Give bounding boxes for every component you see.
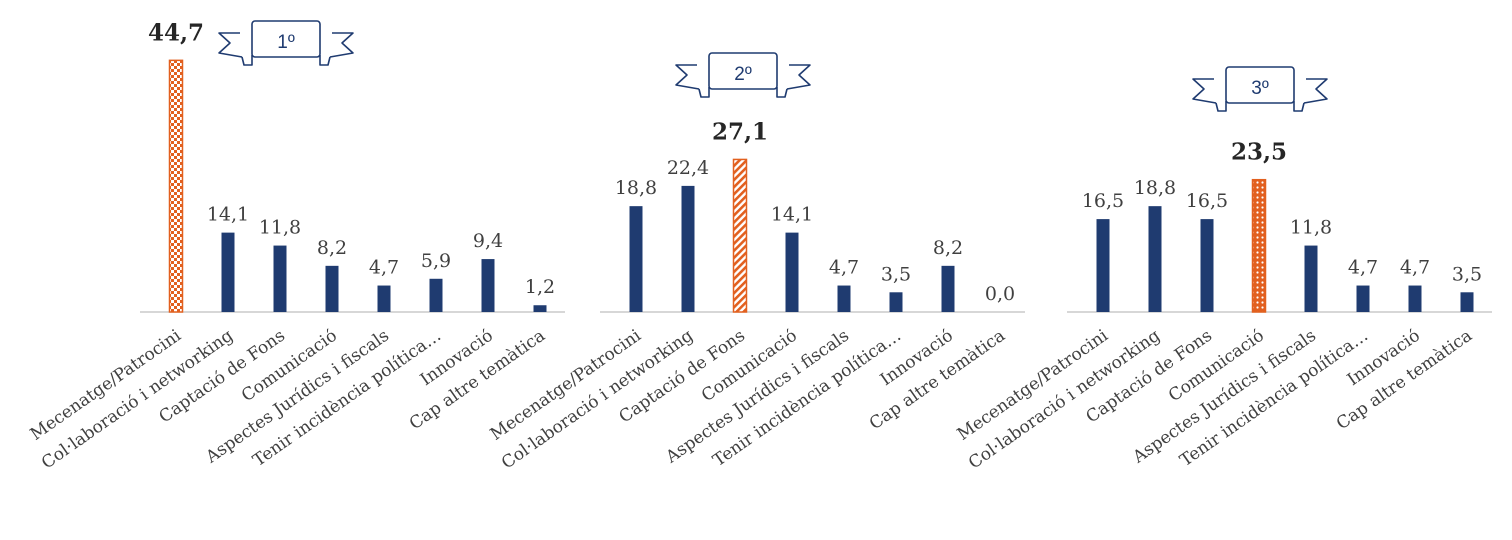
- chart-panel-2: 18,8Mecenatge/Patrocini22,4Col·laboració…: [487, 52, 1025, 473]
- bar: [481, 259, 495, 312]
- bar: [1460, 292, 1474, 312]
- data-label: 14,1: [207, 204, 249, 226]
- data-label: 8,2: [933, 237, 963, 259]
- data-label: 4,7: [829, 257, 859, 279]
- bar: [1408, 285, 1422, 312]
- data-label: 44,7: [148, 19, 204, 46]
- data-label: 18,8: [1134, 177, 1176, 199]
- data-label: 4,7: [369, 257, 399, 279]
- data-label: 3,5: [881, 263, 911, 285]
- data-label: 27,1: [712, 118, 768, 145]
- chart-panel-3: 16,5Mecenatge/Patrocini18,8Col·laboració…: [954, 66, 1492, 473]
- bar: [889, 292, 903, 312]
- data-label: 4,7: [1348, 257, 1378, 279]
- bar: [837, 285, 851, 312]
- bar: [1096, 219, 1110, 312]
- bar: [629, 206, 643, 312]
- data-label: 11,8: [1290, 217, 1332, 239]
- bar: [221, 232, 235, 312]
- bar: [785, 232, 799, 312]
- bar-highlight: [168, 59, 184, 313]
- data-label: 11,8: [259, 217, 301, 239]
- bar: [273, 245, 287, 312]
- data-label: 14,1: [771, 204, 813, 226]
- data-label: 23,5: [1231, 139, 1287, 166]
- rank-label: 3º: [1251, 78, 1269, 99]
- chart-panel-1: 44,7Mecenatge/Patrocini14,1Col·laboració…: [27, 19, 565, 473]
- bar: [1356, 285, 1370, 312]
- data-label: 16,5: [1186, 190, 1228, 212]
- rank-ribbon-badge: 3º: [1192, 66, 1328, 112]
- bar: [429, 278, 443, 312]
- rank-label: 2º: [734, 64, 752, 85]
- rank-ribbon-badge: 2º: [675, 52, 811, 98]
- data-label: 4,7: [1400, 257, 1430, 279]
- data-label: 8,2: [317, 237, 347, 259]
- data-label: 18,8: [615, 177, 657, 199]
- rank-ribbon-badge: 1º: [218, 20, 354, 66]
- bar: [681, 185, 695, 312]
- data-label: 0,0: [985, 283, 1015, 305]
- bar: [1148, 206, 1162, 312]
- bar: [1200, 219, 1214, 312]
- bar: [325, 265, 339, 312]
- data-label: 16,5: [1082, 190, 1124, 212]
- bar-highlight: [732, 158, 748, 313]
- bar: [377, 285, 391, 312]
- data-label: 3,5: [1452, 263, 1482, 285]
- bar: [1304, 245, 1318, 312]
- data-label: 9,4: [473, 230, 503, 252]
- rank-label: 1º: [277, 32, 295, 53]
- bar: [941, 265, 955, 312]
- data-label: 22,4: [667, 157, 709, 179]
- bar-highlight: [1251, 178, 1267, 313]
- data-label: 5,9: [421, 250, 451, 272]
- data-label: 1,2: [525, 276, 555, 298]
- bar: [533, 305, 547, 312]
